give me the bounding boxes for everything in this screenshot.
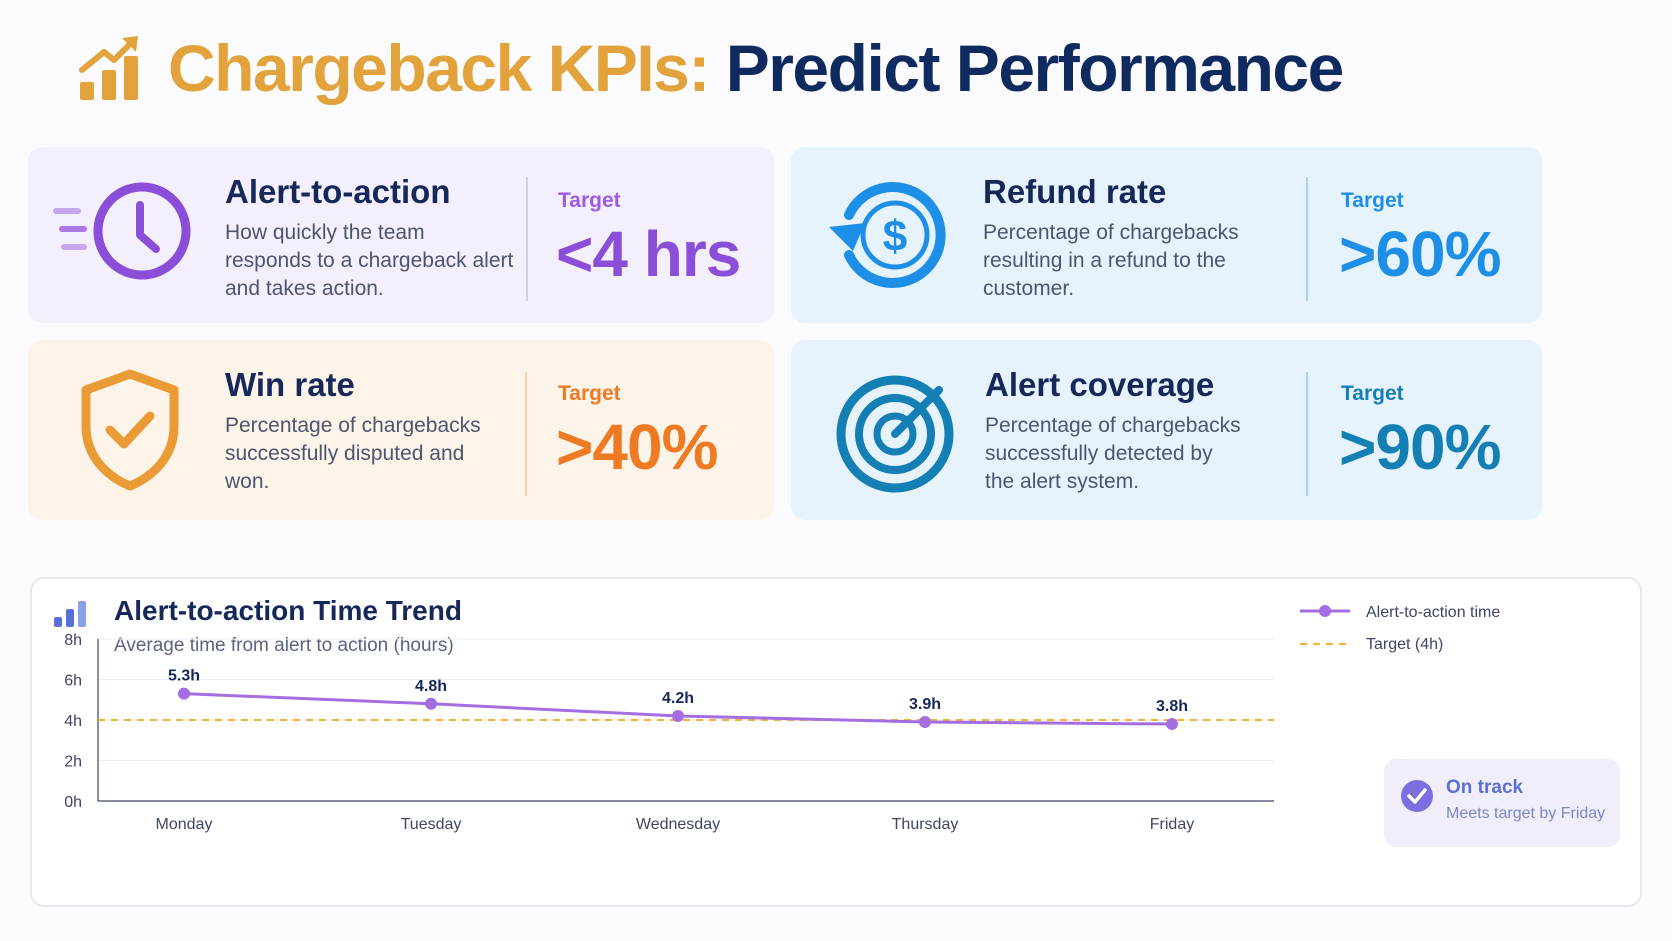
- page-title-text: Chargeback KPIs: Predict Performance: [168, 30, 1345, 106]
- kpi-description: Percentage of chargebacks resulting in a…: [983, 221, 1239, 300]
- kpi-description: Percentage of chargebacks successfully d…: [985, 414, 1241, 493]
- svg-text:$: $: [883, 212, 907, 261]
- title-accent: Chargeback KPIs:: [168, 31, 710, 105]
- target-value: >90%: [1339, 411, 1501, 483]
- status-card: On track Meets target by Friday: [1384, 759, 1620, 847]
- divider: [526, 177, 528, 301]
- data-point: [425, 697, 437, 710]
- target-label: Target: [1341, 189, 1404, 212]
- data-point: [1166, 718, 1178, 731]
- target-label: Target: [558, 189, 621, 212]
- divider: [1306, 177, 1308, 301]
- data-label: 3.9h: [909, 696, 941, 713]
- trend-chart-panel: Alert-to-action Time Trend Average time …: [30, 577, 1642, 907]
- bar-chart-growth-icon: [79, 36, 138, 100]
- legend-series-label: Alert-to-action time: [1366, 604, 1500, 621]
- x-tick-label: Thursday: [892, 816, 959, 833]
- chart-subtitle: Average time from alert to action (hours…: [114, 635, 454, 656]
- y-tick-label: 4h: [64, 713, 82, 730]
- mini-bar-chart-icon: [54, 601, 86, 627]
- divider: [1306, 372, 1308, 496]
- kpi-card-win-rate: Win rate Percentage of chargebacks succe…: [28, 340, 774, 520]
- x-tick-label: Friday: [1150, 816, 1194, 833]
- status-subtitle: Meets target by Friday: [1446, 805, 1606, 822]
- line-chart: 0h 2h 4h 6h 8h Monday Tuesday Wednesday Thursday…: [64, 604, 1500, 833]
- kpi-title: Alert-to-action: [225, 173, 451, 210]
- data-point: [919, 716, 931, 729]
- kpi-title: Alert coverage: [985, 366, 1215, 403]
- title-main: Predict Performance: [725, 31, 1345, 105]
- target-label: Target: [558, 382, 621, 405]
- chart-title: Alert-to-action Time Trend: [114, 595, 462, 626]
- target-value: <4 hrs: [556, 218, 741, 290]
- x-tick-label: Tuesday: [401, 816, 462, 833]
- kpi-description: How quickly the team responds to a charg…: [225, 221, 514, 300]
- kpi-title: Refund rate: [983, 173, 1167, 210]
- divider: [525, 372, 527, 496]
- data-label: 5.3h: [168, 668, 200, 685]
- clock-icon: [53, 182, 191, 280]
- refund-dollar-icon: $: [829, 182, 946, 288]
- target-value: >60%: [1339, 218, 1501, 290]
- data-point: [672, 709, 684, 722]
- data-label: 4.8h: [415, 678, 447, 695]
- target-label: Target: [1341, 382, 1404, 405]
- shield-check-icon: [81, 369, 179, 491]
- legend-series-marker: [1319, 605, 1331, 617]
- kpi-card-alert-to-action: Alert-to-action How quickly the team res…: [28, 147, 774, 323]
- kpi-description: Percentage of chargebacks successfully d…: [225, 414, 481, 493]
- target-value: >40%: [556, 411, 718, 483]
- check-circle-icon: [1401, 780, 1433, 812]
- status-title: On track: [1446, 777, 1524, 798]
- kpi-card-refund-rate: $ Refund rate Percentage of chargebacks …: [791, 147, 1542, 323]
- legend-target-label: Target (4h): [1366, 636, 1443, 653]
- x-tick-label: Wednesday: [636, 816, 720, 833]
- x-tick-label: Monday: [156, 816, 213, 833]
- page-title: Chargeback KPIs: Predict Performance: [78, 30, 1345, 106]
- data-label: 3.8h: [1156, 698, 1188, 715]
- data-label: 4.2h: [662, 690, 694, 707]
- y-tick-label: 8h: [64, 632, 82, 649]
- data-point: [178, 687, 190, 700]
- target-icon: [836, 375, 954, 493]
- y-tick-label: 2h: [64, 754, 82, 771]
- y-tick-label: 6h: [64, 673, 82, 690]
- y-tick-label: 0h: [64, 794, 82, 811]
- kpi-card-alert-coverage: Alert coverage Percentage of chargebacks…: [791, 340, 1542, 520]
- kpi-title: Win rate: [225, 366, 355, 403]
